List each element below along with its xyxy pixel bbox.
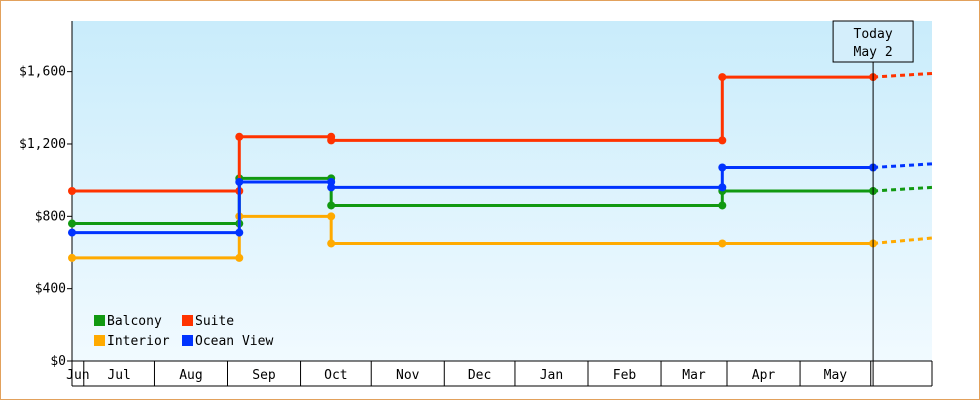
legend-swatch <box>94 315 105 326</box>
data-point <box>327 183 336 192</box>
y-tick-label: $0 <box>50 354 66 369</box>
legend-label: Interior <box>107 334 170 349</box>
data-point <box>68 228 76 237</box>
month-label: Jan <box>540 368 563 383</box>
series-forecast-line <box>872 236 933 245</box>
today-label-box <box>832 20 914 63</box>
data-point <box>235 228 244 237</box>
today-label: Today <box>854 27 893 42</box>
month-label: Sep <box>252 368 276 383</box>
legend-swatch <box>94 335 105 346</box>
month-label: Oct <box>324 368 347 383</box>
series-forecast-line <box>873 185 933 193</box>
data-point <box>327 239 336 248</box>
today-date: May 2 <box>854 45 893 60</box>
month-label: Aug <box>179 368 202 383</box>
series-forecast-line <box>873 162 933 169</box>
x-axis: Jun Jul Aug Sep Oct Nov Dec Jan Feb Mar Apr May <box>66 360 933 387</box>
y-tick-label: $1,600 <box>19 65 66 80</box>
y-axis: $0 $400 $800 $1,200 $1,600 <box>19 21 73 369</box>
data-point <box>327 136 336 145</box>
data-point <box>235 132 244 141</box>
data-point <box>235 177 244 186</box>
month-label: May <box>824 368 848 383</box>
month-label: Jun <box>66 368 89 383</box>
data-point <box>68 253 76 262</box>
legend-swatch <box>182 335 193 346</box>
month-label: Jul <box>107 368 130 383</box>
data-point <box>718 73 727 82</box>
data-point <box>235 253 244 262</box>
month-label: Dec <box>468 368 491 383</box>
data-point <box>68 187 76 195</box>
data-point <box>327 212 336 221</box>
today-marker: Today May 2 <box>832 20 914 386</box>
legend-label: Suite <box>195 314 234 329</box>
month-label: Nov <box>396 368 420 383</box>
legend-label: Ocean View <box>195 334 273 349</box>
data-point <box>718 201 727 210</box>
y-tick-label: $1,200 <box>19 137 66 152</box>
data-point <box>718 163 727 172</box>
data-point <box>68 219 76 228</box>
legend-label: Balcony <box>107 314 162 329</box>
y-tick-label: $800 <box>35 209 66 224</box>
month-label: Apr <box>752 368 776 383</box>
legend: Balcony Suite Interior Ocean View <box>94 314 273 349</box>
y-tick-label: $400 <box>35 282 66 297</box>
month-label: Mar <box>682 368 706 383</box>
data-point <box>718 239 727 248</box>
month-label: Feb <box>613 368 637 383</box>
legend-swatch <box>182 315 193 326</box>
data-point <box>327 201 336 210</box>
data-point <box>718 136 727 145</box>
data-point <box>718 183 727 192</box>
series-forecast-line <box>873 71 933 79</box>
